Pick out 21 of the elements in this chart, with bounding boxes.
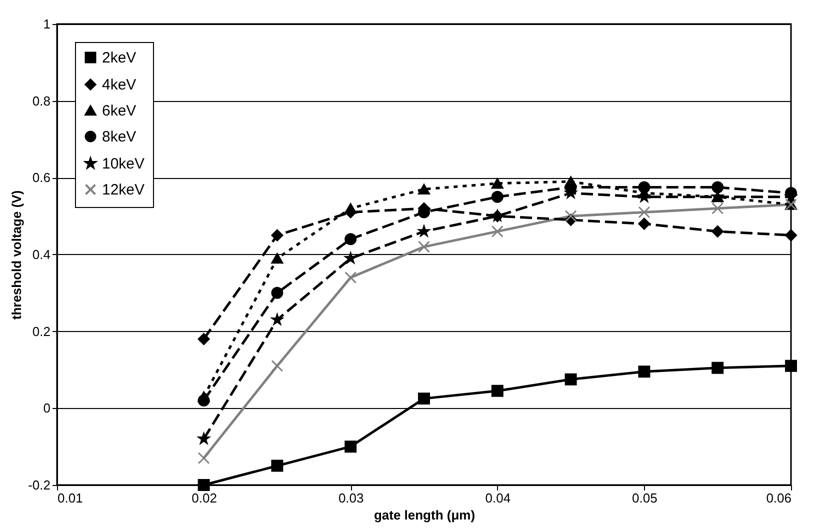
x-tick-label: 0.02 [192,490,217,506]
legend-label: 8keV [102,128,136,146]
legend-label: 12keV [102,182,145,198]
y-tick-label: 0 [43,400,50,416]
y-axis-title: threshold voltage (V) [9,190,24,320]
x-axis-title: gate length (μm) [374,508,476,522]
x-tick-label: 0.03 [338,490,364,506]
y-tick-label: 0.6 [32,170,50,186]
x-tick-label: 0.04 [485,490,511,506]
legend-label: 10keV [102,156,145,172]
x-tick-label: 0.05 [632,490,658,506]
y-tick-label: 0.4 [32,247,50,262]
x-tick-label: 0.06 [766,490,792,506]
y-tick-label: 0.8 [32,93,50,108]
legend-label: 2keV [102,50,136,66]
y-tick-label: 0.2 [32,324,50,339]
y-tick-label: -0.2 [28,478,50,492]
y-tick-label: 1 [43,16,50,32]
x-tick-label: 0.01 [58,490,83,506]
legend-label: 6keV [102,102,136,120]
legend-label: 4keV [102,76,136,94]
